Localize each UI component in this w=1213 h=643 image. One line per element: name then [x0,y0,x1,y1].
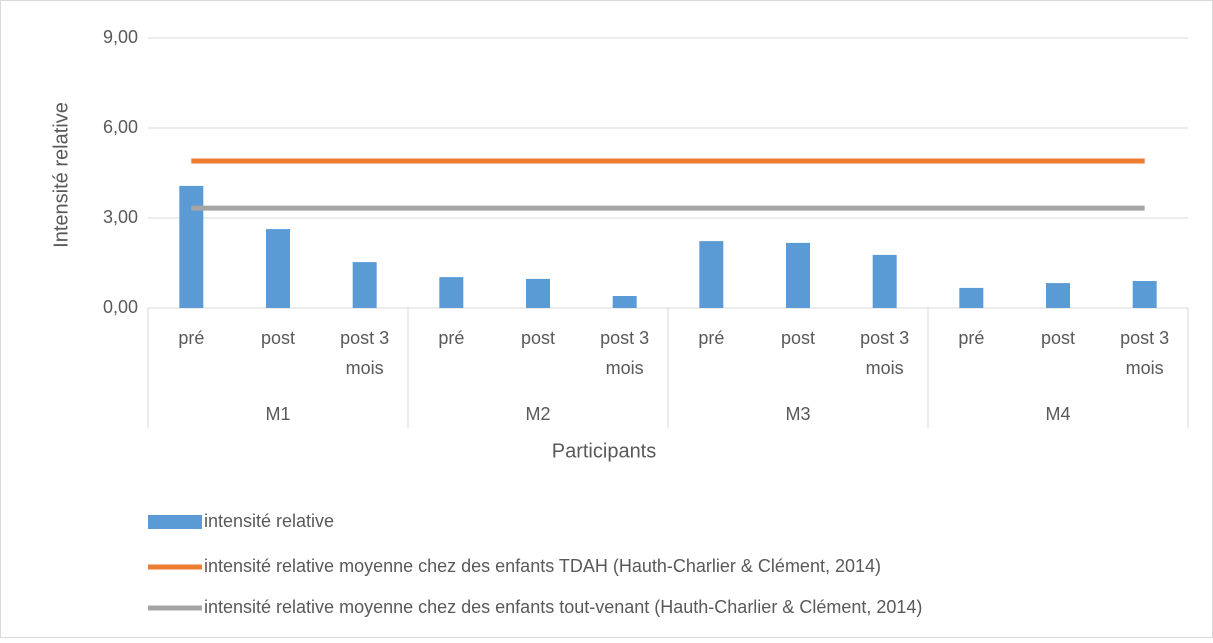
group-label: M3 [785,404,810,424]
x-tick-label: pré [178,328,205,348]
x-tick-label-box: post [1040,328,1076,348]
x-tick-label-box: post 3 mois [1120,328,1170,378]
x-tick-label-box: pré [178,328,205,348]
legend-label: intensité relative moyenne chez des enfa… [204,597,922,617]
x-tick-label-box: pré [438,328,465,348]
x-tick-label: post [260,328,296,348]
x-tick-label-box: post [520,328,556,348]
x-tick-label: pré [438,328,465,348]
group-label: M1 [265,404,290,424]
y-tick-label: 9,00 [103,27,138,47]
y-tick-label: 6,00 [103,117,138,137]
x-tick-label: post 3 mois [600,328,650,378]
bar [352,262,377,308]
x-tick-label: post [1040,328,1076,348]
bar [786,242,810,308]
x-tick-label: post [520,328,556,348]
x-tick-label-box: pré [698,328,725,348]
bar [872,254,897,308]
bar [179,185,204,308]
y-tick-label: 3,00 [103,207,138,227]
group-label: M4 [1045,404,1070,424]
legend-label: intensité relative moyenne chez des enfa… [204,556,881,576]
x-tick-label: post 3 mois [1120,328,1170,378]
x-tick-label-box: post [260,328,296,348]
group-label: M2 [525,404,550,424]
x-tick-label: post [780,328,816,348]
x-tick-label: post 3 mois [340,328,390,378]
legend-swatch [148,515,202,529]
bar [699,241,724,308]
bar [439,277,464,308]
x-tick-label: pré [958,328,985,348]
bar [959,287,984,308]
x-tick-label: post 3 mois [860,328,910,378]
bar [266,229,290,308]
bar [1132,281,1157,308]
bar [612,296,637,308]
x-tick-label-box: pré [958,328,985,348]
y-axis-title: Intensité relative [50,102,72,248]
y-tick-label: 0,00 [103,297,138,317]
x-axis-title: Participants [552,440,657,462]
bar [1046,283,1070,308]
legend-label: intensité relative [204,511,334,531]
x-tick-label-box: post [780,328,816,348]
x-tick-label-box: post 3 mois [860,328,910,378]
x-tick-label: pré [698,328,725,348]
bar [526,278,550,308]
x-tick-label-box: post 3 mois [600,328,650,378]
x-tick-label-box: post 3 mois [340,328,390,378]
